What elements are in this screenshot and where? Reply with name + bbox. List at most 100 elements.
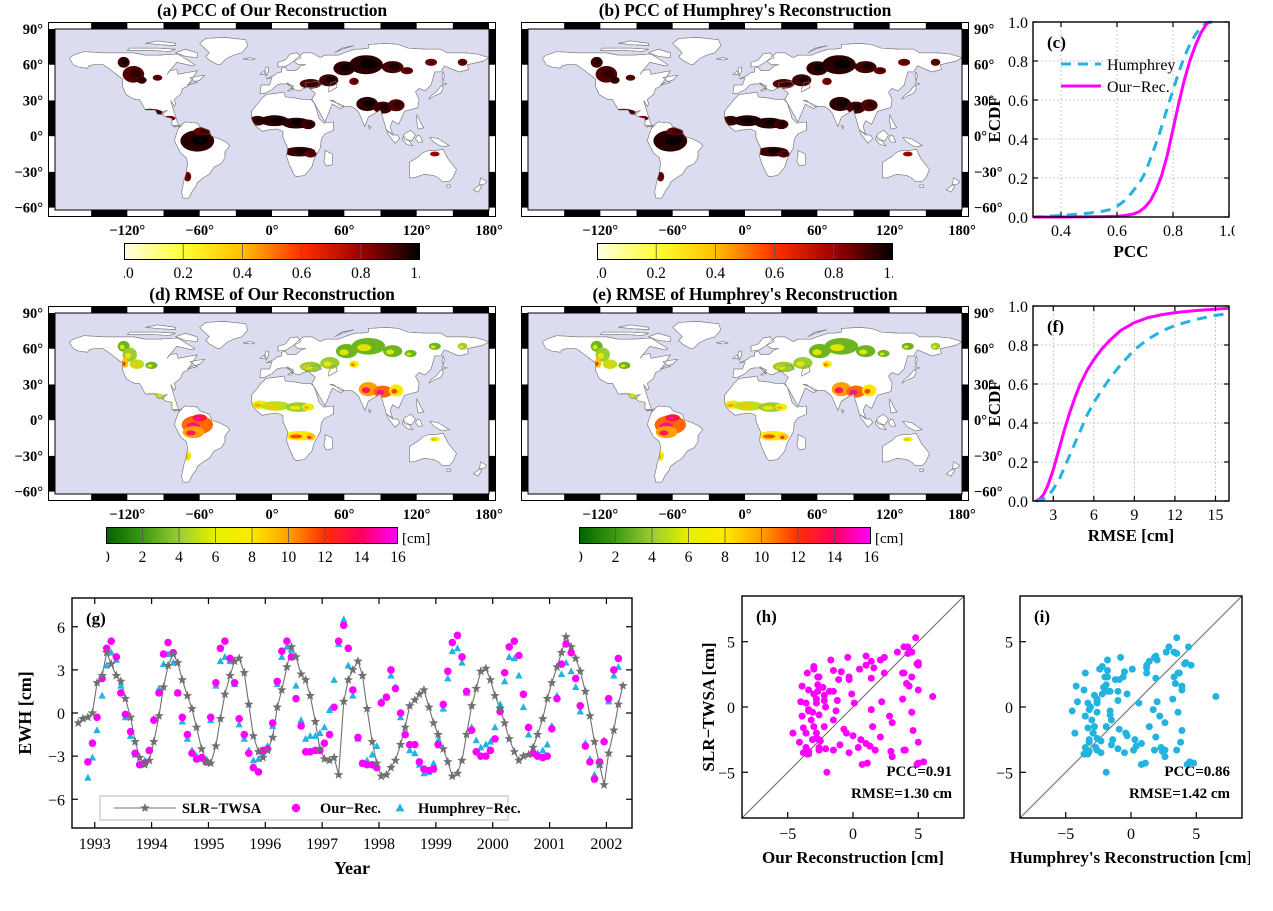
ytick-label: 0.0 xyxy=(1008,210,1028,227)
slr-twsa-marker xyxy=(106,659,116,669)
basin-hotspot-10 xyxy=(742,117,758,123)
coast-line-0 xyxy=(69,335,206,413)
coast-line-17 xyxy=(888,134,897,143)
our-rec-marker xyxy=(382,693,391,701)
our-rec-marker xyxy=(458,653,466,661)
scatter-point xyxy=(1161,746,1169,754)
slr-twsa-marker xyxy=(490,690,500,700)
identity-line xyxy=(741,595,965,819)
basin-hotspot-8 xyxy=(186,173,191,179)
coast-line-11 xyxy=(277,52,302,68)
coast-line-12 xyxy=(428,366,448,384)
basin-hotspot-17 xyxy=(340,64,352,72)
lon-tick--120: −120° xyxy=(109,507,145,523)
coast-line-5 xyxy=(647,121,704,199)
scatter-point xyxy=(812,729,820,737)
scatter-point xyxy=(869,723,877,731)
lat-tick-0: 0° xyxy=(30,413,43,429)
coast-line-14 xyxy=(858,413,874,428)
lat-tick-90: 90° xyxy=(974,306,995,322)
our-rec-marker xyxy=(354,733,362,742)
scatter-point xyxy=(908,708,916,716)
our-rec-marker xyxy=(515,651,523,660)
scatter-point xyxy=(825,687,833,695)
x-axis-label: Our Reconstruction [cm] xyxy=(762,848,944,867)
scatter-point xyxy=(1137,740,1145,748)
ytick-label: 0.8 xyxy=(1008,54,1028,71)
basin-hotspot-0 xyxy=(594,59,601,65)
slr-twsa-marker xyxy=(134,752,145,762)
coast-line-24 xyxy=(716,57,729,61)
coast-line-25 xyxy=(807,45,828,54)
lon-tick-120: 120° xyxy=(403,507,431,523)
xtick-label: 1.0 xyxy=(1219,223,1235,240)
coast-line-4 xyxy=(647,48,671,58)
xtick-label: 15 xyxy=(1207,507,1223,524)
scatter-point xyxy=(1173,649,1181,657)
humphrey-marker xyxy=(406,746,414,754)
slr-twsa-marker xyxy=(452,768,463,778)
xtick-label: 1999 xyxy=(420,836,452,853)
coast-line-23 xyxy=(840,408,845,414)
lat-tick--60: −60° xyxy=(974,201,1003,217)
basin-hotspot-20 xyxy=(830,344,845,352)
slr-twsa-marker xyxy=(310,716,321,726)
coast-line-3 xyxy=(618,324,649,330)
scatter-point xyxy=(1089,729,1097,737)
humphrey-marker xyxy=(316,729,324,737)
coast-line-27 xyxy=(778,81,795,88)
scatter-point xyxy=(1081,669,1089,677)
scatter-point xyxy=(1131,736,1139,744)
ytick-label: 1.0 xyxy=(1008,300,1028,316)
lat-labels-A: 90° 60° 30° 0° −30° −60° xyxy=(14,22,43,217)
scatter-point xyxy=(1132,742,1140,750)
basin-hotspot-21 xyxy=(386,349,395,355)
scatter-point xyxy=(880,669,888,677)
slr-twsa-marker xyxy=(262,745,273,755)
ytick-label: 0.4 xyxy=(1008,416,1028,433)
coast-line-4 xyxy=(174,332,198,342)
coast-line-16 xyxy=(876,129,889,142)
coast-line-1 xyxy=(672,37,722,65)
scatter-point xyxy=(810,663,818,671)
coast-line-20 xyxy=(446,468,451,472)
colorbar-tick-14: 14 xyxy=(827,549,843,566)
scatter-point xyxy=(1152,733,1160,741)
ytick-label: 0.8 xyxy=(1008,338,1028,355)
our-rec-marker xyxy=(491,735,499,743)
y-axis-label: ECDF xyxy=(989,96,1004,142)
slr-twsa-marker xyxy=(300,674,311,684)
scatter-point xyxy=(862,740,870,748)
basin-hotspot-22 xyxy=(933,60,939,64)
scatter-point xyxy=(899,695,907,703)
basin-hotspot-6 xyxy=(664,134,682,146)
slr-twsa-marker xyxy=(191,722,202,732)
panel-a-colorbar: 0.0 0.2 0.4 0.6 0.8 1.0 xyxy=(124,243,420,286)
our-rec-marker xyxy=(107,637,116,645)
basin-hotspot-27 xyxy=(376,390,385,395)
slr-twsa-marker xyxy=(376,771,387,781)
basin-hotspot-14 xyxy=(781,151,788,156)
coastline-overlay xyxy=(69,37,490,199)
xtick-label: 9 xyxy=(1130,507,1138,524)
colorbar-tick-0.8: 0.8 xyxy=(824,265,844,282)
scatter-point xyxy=(870,664,878,672)
basin-hotspot-17 xyxy=(813,64,825,72)
lat-tick-30: 30° xyxy=(974,377,995,393)
scatter-point xyxy=(899,669,907,677)
colorbar-tick-10: 10 xyxy=(754,549,770,566)
scatter-point xyxy=(857,736,865,744)
our-rec-marker xyxy=(221,637,229,645)
slr-twsa-marker xyxy=(514,755,524,765)
ecdf-series-humphrey xyxy=(1035,311,1230,503)
slr-twsa-marker xyxy=(585,710,595,720)
our-rec-marker xyxy=(339,621,348,630)
lon-tick-0: 0° xyxy=(738,507,751,523)
scatter-point xyxy=(820,691,828,699)
our-rec-marker xyxy=(548,725,556,733)
coast-line-2 xyxy=(126,331,176,336)
ecdf-c: 0.4 0.6 0.8 1.0 0.0 0.2 0.4 0.6 0.8 1.0 PCC ECDF (c)… xyxy=(989,16,1235,261)
basin-hotspot-19 xyxy=(339,349,349,356)
basin-hotspot-20 xyxy=(878,68,885,73)
basin-hotspot-4 xyxy=(147,364,153,368)
